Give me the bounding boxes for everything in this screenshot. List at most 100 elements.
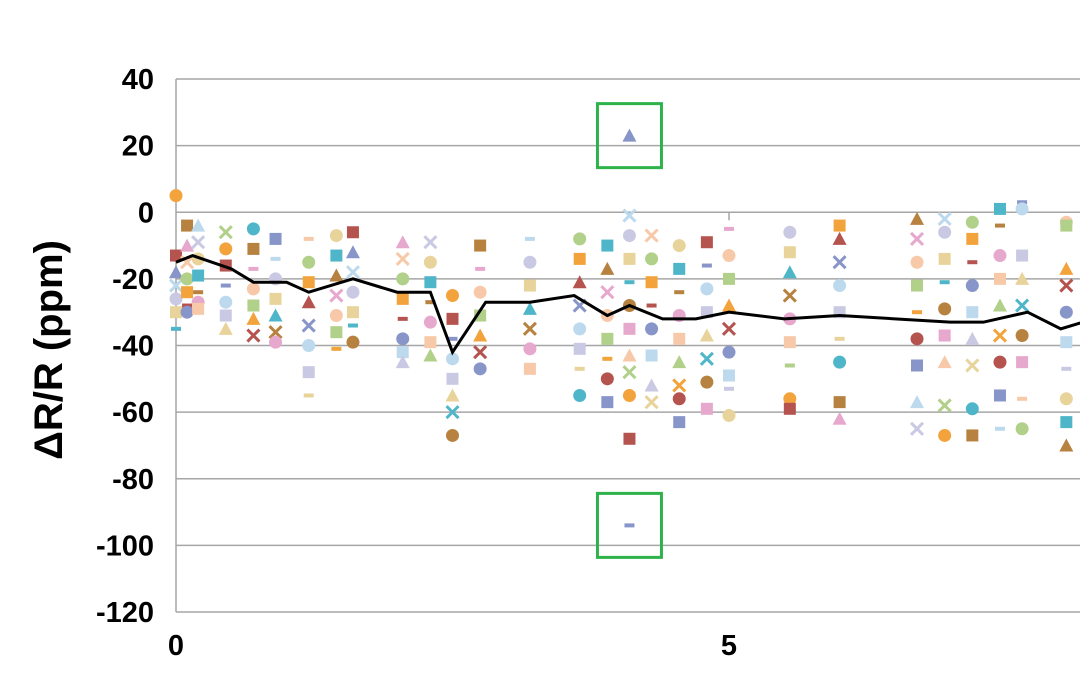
data-point: [937, 355, 952, 369]
data-point: [302, 276, 315, 289]
data-point: [783, 246, 796, 259]
data-point: [301, 295, 316, 309]
y-tick-label: -20: [112, 264, 154, 296]
data-point: [994, 426, 1005, 431]
data-point: [329, 309, 343, 323]
x-tick-label: 5: [721, 630, 737, 662]
data-point: [330, 249, 343, 262]
data-point: [270, 256, 281, 261]
data-point: [269, 232, 282, 245]
data-point: [700, 402, 713, 415]
data-point: [910, 332, 924, 346]
data-point: [624, 280, 635, 285]
data-point: [218, 321, 233, 335]
data-point: [645, 349, 658, 362]
data-point: [169, 265, 183, 279]
data-point: [220, 283, 231, 288]
data-point: [170, 249, 182, 262]
data-point: [303, 393, 314, 398]
data-point: [331, 346, 342, 351]
data-point: [645, 276, 658, 289]
y-tick-label: 20: [122, 131, 154, 163]
data-point: [965, 358, 980, 373]
data-point: [724, 226, 734, 231]
data-point: [966, 429, 979, 442]
data-point: [168, 278, 184, 293]
data-point: [722, 298, 736, 312]
data-point: [910, 255, 924, 269]
data-point: [911, 279, 924, 292]
data-point: [446, 312, 459, 325]
data-point: [1015, 329, 1029, 343]
data-point: [181, 286, 194, 299]
data-point: [182, 303, 193, 308]
data-point: [623, 432, 636, 445]
data-point: [445, 405, 460, 420]
data-point: [965, 331, 980, 345]
data-point: [219, 309, 232, 322]
data-point: [329, 229, 343, 243]
data-point: [1060, 219, 1073, 232]
data-point: [833, 279, 847, 293]
data-point: [937, 398, 952, 413]
data-point: [701, 263, 712, 268]
data-point: [523, 279, 536, 292]
data-point: [192, 269, 205, 282]
y-tick-label: 40: [122, 64, 154, 96]
data-point: [700, 282, 714, 296]
y-tick-label: -100: [96, 530, 154, 562]
data-point: [423, 235, 438, 250]
data-point: [572, 275, 587, 289]
data-point: [699, 328, 714, 342]
y-tick-labels: 40 20 0 -20 -40 -60 -80 -100 -120: [96, 64, 154, 629]
data-point: [573, 252, 586, 265]
y-tick-label: -80: [112, 464, 154, 496]
data-point: [346, 306, 359, 319]
y-tick-label: -40: [112, 331, 154, 363]
data-point: [395, 235, 410, 249]
data-point: [783, 392, 797, 406]
data-point: [522, 321, 537, 336]
data-point: [347, 323, 358, 328]
data-point: [644, 228, 659, 243]
data-point: [180, 305, 194, 319]
data-point: [993, 202, 1006, 215]
data-point: [624, 523, 635, 528]
data-point: [673, 262, 686, 275]
scatter-points: [168, 128, 1074, 528]
data-point: [169, 292, 183, 306]
data-point: [396, 332, 410, 346]
data-point: [329, 268, 344, 282]
data-point: [396, 292, 409, 305]
data-point: [346, 285, 360, 299]
data-point: [218, 225, 233, 240]
data-point: [395, 355, 410, 369]
data-point: [191, 218, 206, 232]
data-point: [425, 300, 436, 305]
data-point: [782, 265, 797, 279]
data-point: [993, 355, 1007, 369]
data-point: [966, 232, 979, 245]
data-point: [938, 252, 951, 265]
y-tick-label: -120: [96, 597, 154, 629]
data-point: [993, 389, 1006, 402]
data-point: [346, 226, 359, 239]
data-point: [523, 255, 537, 269]
data-point: [1059, 261, 1074, 275]
data-point: [833, 396, 846, 409]
data-point: [424, 336, 437, 349]
data-point: [937, 211, 952, 226]
data-point: [722, 345, 736, 359]
data-point: [523, 362, 536, 375]
data-point: [573, 342, 586, 355]
data-point: [1015, 202, 1029, 216]
data-point: [446, 372, 459, 385]
data-point: [302, 366, 315, 379]
data-point: [700, 375, 714, 389]
data-point: [910, 211, 925, 225]
data-point: [396, 272, 410, 286]
data-point: [396, 346, 409, 359]
data-point: [993, 272, 1006, 285]
data-point: [269, 335, 283, 349]
data-point: [181, 219, 194, 232]
